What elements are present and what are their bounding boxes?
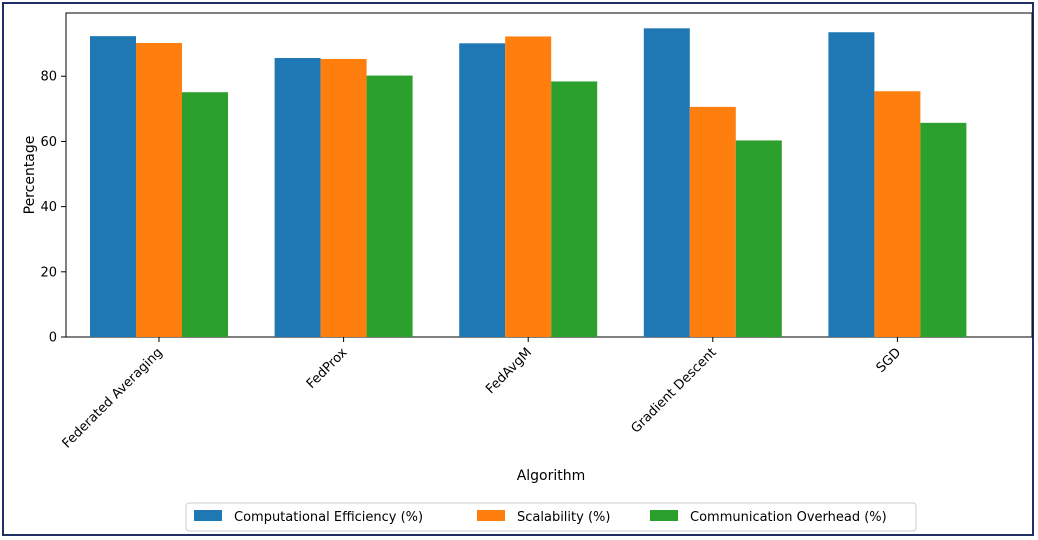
bar bbox=[689, 106, 736, 338]
legend-label: Computational Efficiency (%) bbox=[234, 510, 423, 525]
x-tick-label: FedProx bbox=[304, 345, 351, 392]
bar bbox=[274, 57, 321, 337]
x-tick-label: SGD bbox=[874, 345, 905, 376]
bar bbox=[182, 92, 228, 337]
y-tick-label: 20 bbox=[40, 265, 57, 280]
x-tick-label: Federated Averaging bbox=[60, 345, 166, 451]
y-axis-label: Percentage bbox=[22, 136, 38, 215]
bar bbox=[551, 81, 598, 337]
legend: Computational Efficiency (%) Scalability … bbox=[185, 502, 917, 532]
y-tick-label: 0 bbox=[49, 331, 57, 346]
bar bbox=[459, 43, 506, 338]
bar bbox=[90, 36, 136, 338]
y-tick-label: 80 bbox=[40, 70, 57, 85]
bar bbox=[643, 28, 690, 338]
bars-group bbox=[90, 28, 967, 338]
legend-swatch bbox=[477, 510, 505, 521]
x-axis-label: Algorithm bbox=[517, 468, 586, 484]
bar bbox=[874, 91, 921, 338]
bar bbox=[136, 42, 182, 338]
x-axis: Federated Averaging FedProx FedAvgM Gradien… bbox=[60, 337, 905, 451]
legend-swatch bbox=[650, 510, 678, 521]
y-tick-label: 40 bbox=[40, 200, 57, 215]
legend-label: Scalability (%) bbox=[517, 510, 610, 525]
bar bbox=[920, 122, 967, 338]
bar bbox=[320, 58, 367, 338]
bar bbox=[366, 75, 413, 338]
legend-label: Communication Overhead (%) bbox=[690, 510, 887, 525]
legend-swatch bbox=[194, 510, 222, 521]
bar bbox=[828, 32, 875, 338]
bar bbox=[505, 36, 552, 337]
y-axis: 0 20 40 60 80 bbox=[40, 70, 66, 346]
legend-box bbox=[185, 502, 917, 532]
x-tick-label: FedAvgM bbox=[483, 345, 535, 397]
y-tick-label: 60 bbox=[40, 135, 57, 150]
bar bbox=[735, 140, 782, 337]
x-tick-label: Gradient Descent bbox=[628, 345, 719, 436]
